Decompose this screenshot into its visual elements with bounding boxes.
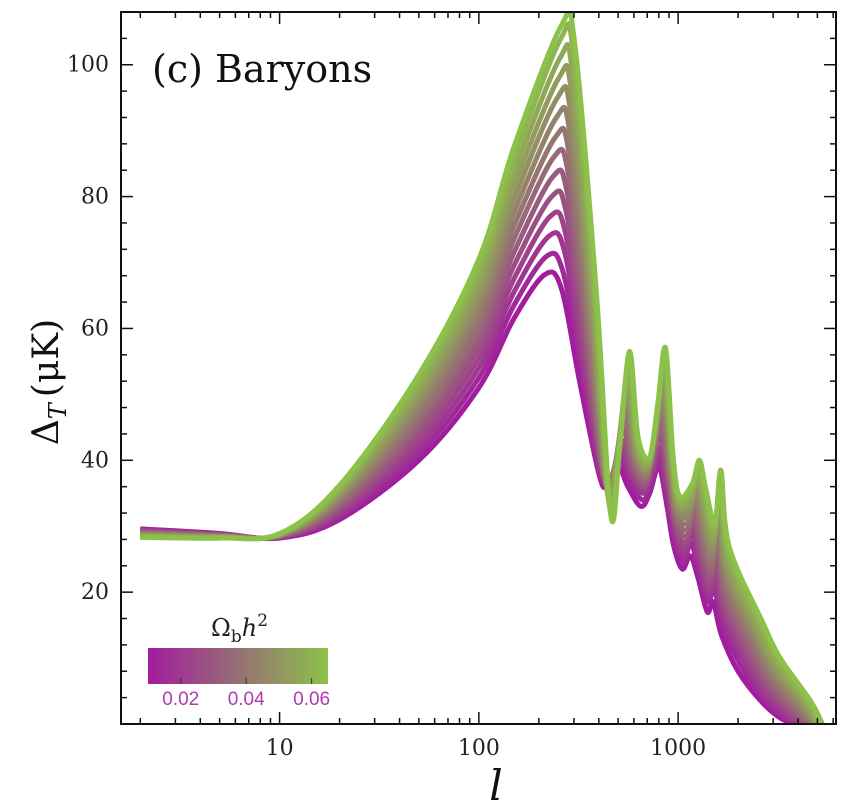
y-tick-label: 80: [81, 185, 109, 210]
x-tick-labels: 10 100 1000: [266, 736, 707, 761]
y-tick-label: 40: [81, 448, 109, 473]
colorbar-gradient: [148, 648, 328, 684]
y-tick-labels: 20 40 60 80 100: [67, 53, 109, 605]
y-axis-title-subscript: T: [44, 401, 72, 419]
colorbar-tick-label: 0.02: [162, 689, 199, 710]
y-tick-label: 100: [67, 53, 109, 78]
svg-text:ΔT(μK): ΔT (μK): [26, 319, 72, 445]
colorbar-tick-label: 0.04: [228, 689, 265, 710]
y-axis-title: ΔT (μK): [26, 319, 72, 445]
y-axis-title-unit: (μK): [26, 319, 67, 397]
curve-group: [140, 12, 825, 724]
y-axis-title-symbol: Δ: [26, 419, 67, 445]
colorbar-tick-label: 0.06: [293, 689, 330, 710]
x-axis-title: l: [489, 761, 502, 806]
panel-title: (c) Baryons: [152, 47, 372, 91]
y-tick-label: 20: [81, 580, 109, 605]
series-line-2: [140, 250, 802, 724]
x-tick-label: 100: [458, 736, 500, 761]
colorbar-title: Ωbh2: [211, 611, 268, 647]
x-tick-label: 10: [266, 736, 294, 761]
colorbar-ticks: 0.02 0.04 0.06: [162, 678, 330, 710]
x-tick-label: 1000: [650, 736, 706, 761]
colorbar: Ωbh2 0.02 0.04 0.06: [148, 611, 330, 710]
plot-frame: [120, 11, 837, 725]
y-tick-label: 60: [81, 316, 109, 341]
series-line-1: [140, 269, 799, 724]
series-line-14: [140, 12, 825, 724]
